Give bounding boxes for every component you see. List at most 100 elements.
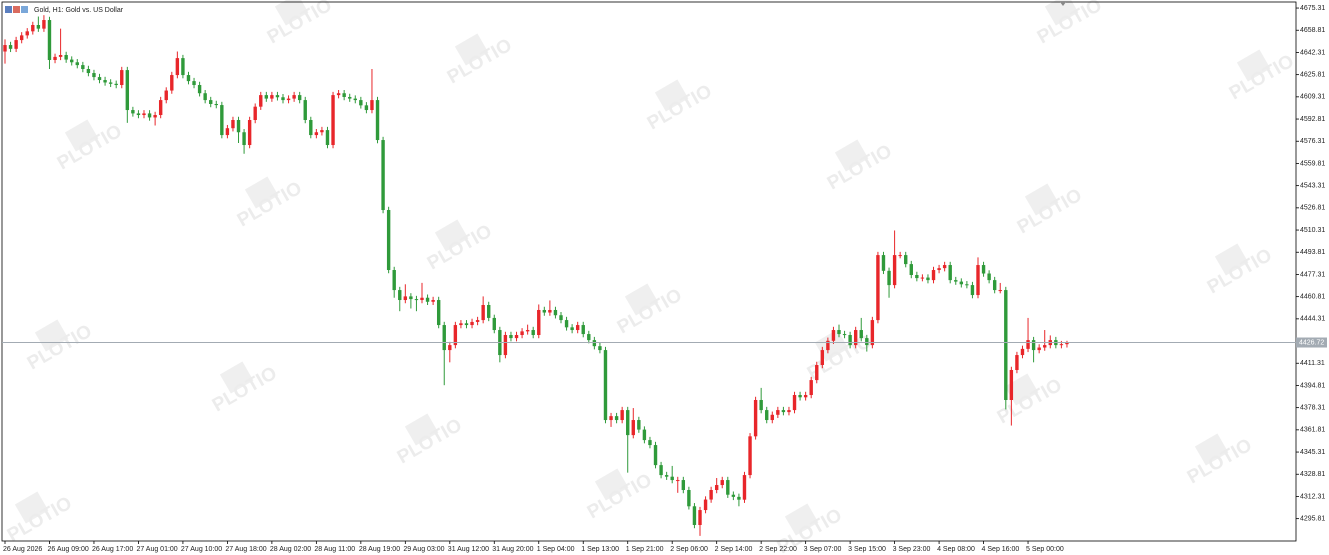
candle-body — [770, 414, 774, 421]
candle-body — [86, 69, 91, 74]
candle-body — [842, 334, 847, 336]
candle-body — [976, 265, 980, 296]
candle-body — [414, 299, 419, 301]
candle-body — [370, 100, 374, 111]
candle-body — [70, 59, 74, 63]
candle-body — [542, 309, 547, 313]
candle-body — [642, 429, 647, 441]
y-tick-label: 4295.81 — [1300, 515, 1325, 522]
x-tick-label: 2 Sep 06:00 — [670, 546, 708, 553]
icon — [13, 6, 20, 13]
candle-body — [1026, 340, 1030, 349]
watermark-icon — [654, 79, 689, 112]
candle-body — [331, 95, 335, 146]
candle-body — [236, 119, 241, 133]
candle-body — [509, 335, 513, 339]
x-tick-label: 26 Aug 09:00 — [47, 546, 88, 553]
candle-body — [781, 410, 786, 413]
candle-body — [926, 277, 930, 281]
watermark-icon — [594, 468, 629, 501]
y-tick-label: 4642.31 — [1300, 49, 1325, 56]
candle-body — [303, 100, 307, 120]
watermark-icon — [244, 176, 279, 209]
candle-body — [692, 506, 697, 525]
candle-body — [270, 95, 274, 99]
x-tick-label: 27 Aug 10:00 — [181, 546, 222, 553]
candle-body — [653, 445, 658, 466]
candle-body — [798, 395, 802, 398]
icon — [21, 6, 28, 13]
y-tick-label: 4675.31 — [1300, 5, 1325, 12]
watermark-icon — [1004, 373, 1039, 406]
x-tick-label: 29 Aug 03:00 — [403, 546, 444, 553]
candle-body — [714, 485, 719, 491]
candle-body — [259, 95, 263, 107]
candle-body — [787, 410, 791, 413]
icon — [5, 6, 12, 13]
y-tick-label: 4394.81 — [1300, 382, 1325, 389]
x-tick-label: 2 Sep 22:00 — [759, 546, 797, 553]
candle-body — [959, 281, 964, 285]
candle-body — [487, 305, 491, 318]
candle-body — [1059, 344, 1064, 346]
watermark-icon — [1044, 0, 1079, 26]
plot — [3, 15, 1069, 536]
candle-body — [431, 300, 435, 302]
candle-body — [264, 95, 269, 99]
y-tick-label: 4609.31 — [1300, 94, 1325, 101]
watermark-icon — [624, 283, 659, 316]
candle-body — [359, 100, 363, 106]
x-tick-label: 28 Aug 11:00 — [314, 546, 355, 553]
candle-body — [225, 128, 230, 136]
candle-body — [425, 297, 430, 302]
candle-body — [720, 480, 724, 486]
watermark-icon — [274, 0, 309, 26]
candle-body — [559, 315, 563, 321]
candle-body — [920, 277, 925, 279]
candle-body — [170, 75, 174, 91]
candle-body — [954, 280, 958, 282]
candle-body — [125, 70, 130, 111]
y-tick-label: 4378.31 — [1300, 404, 1325, 411]
candle-body — [670, 476, 674, 481]
candle-body — [531, 330, 535, 336]
candle-body — [114, 83, 118, 86]
candle-body — [620, 410, 624, 421]
candle-body — [870, 320, 875, 346]
candle-body — [209, 100, 213, 104]
candle-body — [1004, 290, 1008, 400]
candle-body — [353, 98, 357, 101]
candle-body — [848, 335, 852, 346]
candle-body — [464, 323, 469, 326]
candle-body — [1009, 369, 1014, 400]
y-tick-label: 4526.81 — [1300, 205, 1325, 212]
candle-body — [197, 85, 202, 94]
x-tick-label: 4 Sep 16:00 — [982, 546, 1020, 553]
candle-body — [748, 436, 752, 476]
candle-body — [286, 98, 291, 101]
y-tick-label: 4361.81 — [1300, 427, 1325, 434]
candle-body — [998, 290, 1002, 292]
candle-body — [31, 25, 35, 32]
candle-body — [247, 119, 252, 146]
candle-body — [1031, 340, 1036, 351]
x-tick-label: 31 Aug 20:00 — [492, 546, 533, 553]
x-tick-label: 27 Aug 18:00 — [225, 546, 266, 553]
candle-body — [626, 410, 630, 436]
candle-body — [75, 62, 79, 66]
candle-body — [981, 265, 986, 274]
candle-body — [1037, 347, 1041, 351]
watermark-icon — [1236, 49, 1271, 82]
candle-body — [837, 330, 841, 335]
candle-body — [364, 105, 369, 111]
candle-body — [831, 330, 836, 341]
x-tick-label: 26 Aug 2026 — [3, 546, 42, 553]
marker — [1060, 2, 1066, 6]
candle-body — [753, 399, 758, 437]
candle-body — [909, 264, 913, 275]
candle-body — [342, 93, 346, 97]
candle-body — [175, 58, 180, 76]
candle-body — [281, 97, 285, 101]
candle-body — [314, 132, 319, 136]
